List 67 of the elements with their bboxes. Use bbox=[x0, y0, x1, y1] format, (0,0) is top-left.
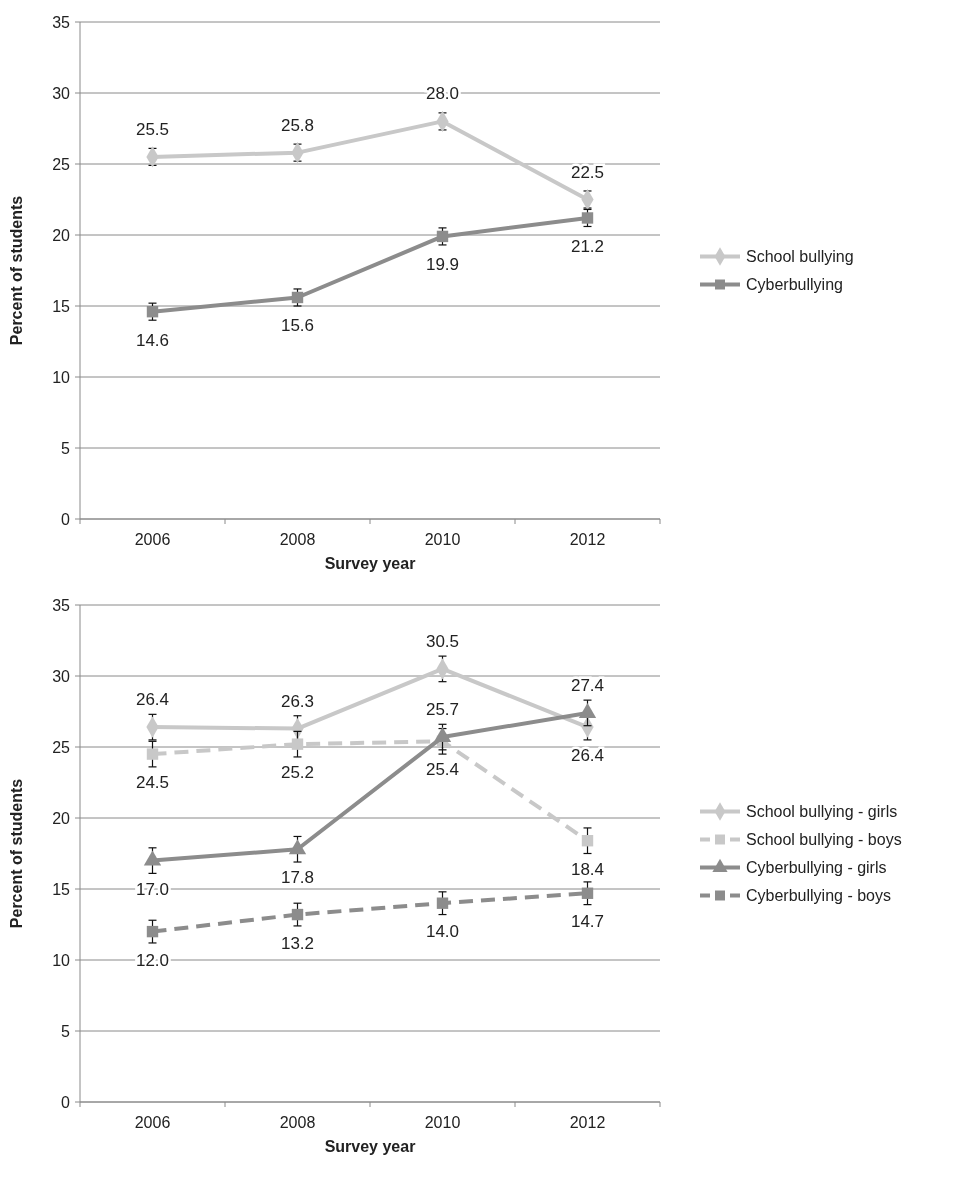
legend-label: Cyberbullying - girls bbox=[746, 859, 887, 877]
y-axis-title: Percent of students bbox=[8, 778, 25, 929]
data-label: 26.3 bbox=[280, 691, 315, 711]
y-tick-label: 25 bbox=[52, 738, 71, 756]
point bbox=[146, 748, 159, 760]
x-tick-label: 2008 bbox=[279, 531, 316, 548]
y-tick-label: 35 bbox=[52, 596, 71, 614]
data-label: 25.5 bbox=[135, 119, 170, 139]
data-label: 26.4 bbox=[570, 746, 605, 766]
x-tick-label: 2006 bbox=[134, 531, 171, 548]
data-label: 19.9 bbox=[425, 255, 460, 275]
point bbox=[581, 212, 594, 224]
point bbox=[581, 835, 594, 847]
point bbox=[291, 908, 304, 921]
y-tick-label: 5 bbox=[61, 439, 71, 457]
legend-label: School bullying bbox=[746, 248, 854, 266]
point bbox=[433, 727, 452, 743]
data-label: 27.4 bbox=[570, 675, 605, 695]
data-label: 25.7 bbox=[425, 700, 460, 720]
y-tick-label: 30 bbox=[52, 667, 71, 685]
point bbox=[146, 925, 159, 938]
x-tick-label: 2010 bbox=[424, 531, 461, 548]
y-tick-label: 10 bbox=[52, 951, 71, 969]
data-label: 21.2 bbox=[570, 236, 605, 256]
x-tick-label: 2010 bbox=[424, 1114, 461, 1131]
data-label: 22.5 bbox=[570, 162, 605, 182]
point bbox=[291, 738, 304, 750]
data-label: 12.0 bbox=[135, 950, 170, 970]
y-tick-label: 0 bbox=[61, 1093, 71, 1111]
data-label: 30.5 bbox=[425, 631, 460, 651]
data-label: 13.2 bbox=[280, 933, 315, 953]
data-label: 24.5 bbox=[135, 773, 170, 793]
data-label: 17.0 bbox=[135, 879, 170, 899]
y-tick-label: 5 bbox=[61, 1022, 71, 1040]
data-label: 17.8 bbox=[280, 868, 315, 888]
legend-label: School bullying - boys bbox=[746, 831, 902, 849]
y-tick-label: 15 bbox=[52, 880, 71, 898]
data-label: 25.8 bbox=[280, 115, 315, 135]
data-label: 28.0 bbox=[425, 84, 460, 104]
y-axis-title: Percent of students bbox=[8, 195, 25, 346]
x-tick-label: 2008 bbox=[279, 1114, 316, 1131]
data-label: 25.4 bbox=[425, 760, 460, 780]
y-tick-label: 0 bbox=[61, 510, 71, 528]
legend-label: School bullying - girls bbox=[746, 803, 898, 821]
data-label: 18.4 bbox=[570, 859, 605, 879]
legend-label: Cyberbullying bbox=[746, 276, 843, 294]
data-label: 26.4 bbox=[135, 690, 170, 710]
data-label: 14.7 bbox=[570, 912, 605, 932]
x-axis-title: Survey year bbox=[324, 1138, 416, 1155]
data-label: 14.6 bbox=[135, 330, 170, 350]
y-tick-label: 30 bbox=[52, 84, 71, 102]
y-tick-label: 25 bbox=[52, 155, 71, 173]
data-label: 14.0 bbox=[425, 922, 460, 942]
y-tick-label: 35 bbox=[52, 13, 71, 31]
y-tick-label: 20 bbox=[52, 809, 71, 827]
data-label: 25.2 bbox=[280, 763, 315, 783]
data-label: 15.6 bbox=[280, 316, 315, 336]
point bbox=[581, 887, 594, 899]
x-tick-label: 2012 bbox=[569, 1114, 606, 1131]
y-tick-label: 20 bbox=[52, 226, 71, 244]
x-tick-label: 2006 bbox=[134, 1114, 171, 1131]
y-tick-label: 10 bbox=[52, 368, 71, 386]
x-axis-title: Survey year bbox=[324, 555, 416, 572]
legend-label: Cyberbullying - boys bbox=[746, 887, 891, 905]
y-tick-label: 15 bbox=[52, 297, 71, 315]
point bbox=[436, 897, 449, 909]
x-tick-label: 2012 bbox=[569, 531, 606, 548]
